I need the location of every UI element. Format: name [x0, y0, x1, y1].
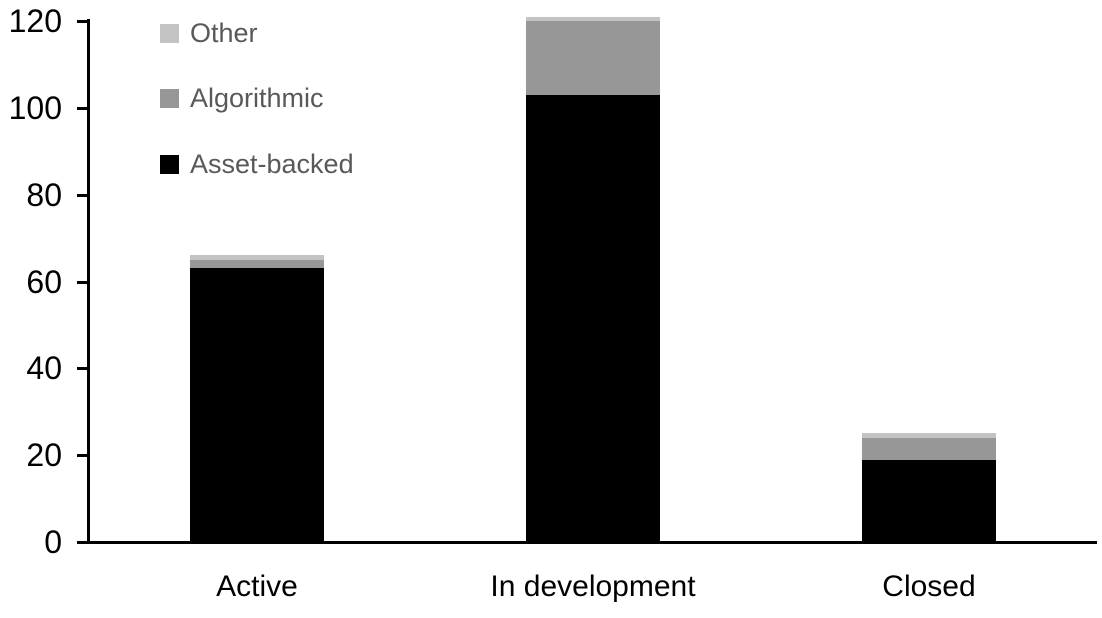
- bar-segment-asset-backed-closed: [862, 459, 996, 542]
- bar-segment-algorithmic-in-development: [526, 21, 660, 95]
- legend-item-algorithmic: Algorithmic: [160, 83, 324, 113]
- y-axis-tick: [77, 541, 89, 544]
- legend-item-asset-backed: Asset-backed: [160, 148, 354, 179]
- legend-label-other: Other: [190, 17, 258, 48]
- y-tick-label: 120: [8, 3, 62, 39]
- bar-segment-algorithmic-closed: [862, 437, 996, 460]
- y-tick-label: 80: [26, 176, 62, 213]
- y-axis-tick: [77, 280, 89, 284]
- bar-segment-other-active: [190, 255, 324, 260]
- bar-segment-other-closed: [862, 433, 996, 438]
- y-axis-tick: [77, 193, 89, 197]
- x-label-closed: Closed: [882, 570, 976, 603]
- y-tick-label: 60: [26, 263, 62, 300]
- legend-label-asset-backed: Asset-backed: [190, 148, 354, 179]
- y-tick-label: 100: [8, 89, 62, 126]
- y-tick-label: 40: [26, 350, 62, 387]
- y-axis-tick: [77, 20, 89, 23]
- x-label-in-development: In development: [490, 570, 696, 603]
- y-axis-tick: [77, 454, 89, 458]
- x-label-active: Active: [216, 570, 298, 603]
- legend-swatch-algorithmic: [160, 89, 179, 108]
- bar-segment-other-in-development: [526, 16, 660, 21]
- y-axis-line: [87, 19, 90, 544]
- legend-swatch-other: [160, 23, 179, 43]
- x-axis-line: [87, 541, 1097, 544]
- y-axis-tick: [77, 367, 89, 371]
- y-tick-label: 20: [26, 437, 62, 474]
- legend-swatch-asset-backed: [160, 154, 179, 174]
- bar-segment-asset-backed-active: [190, 268, 324, 542]
- legend-item-other: Other: [160, 17, 258, 48]
- bar-segment-algorithmic-active: [190, 259, 324, 269]
- legend-label-algorithmic: Algorithmic: [190, 83, 324, 113]
- y-tick-label: 0: [44, 524, 62, 560]
- bar-segment-asset-backed-in-development: [526, 94, 660, 542]
- y-axis-tick: [77, 106, 89, 110]
